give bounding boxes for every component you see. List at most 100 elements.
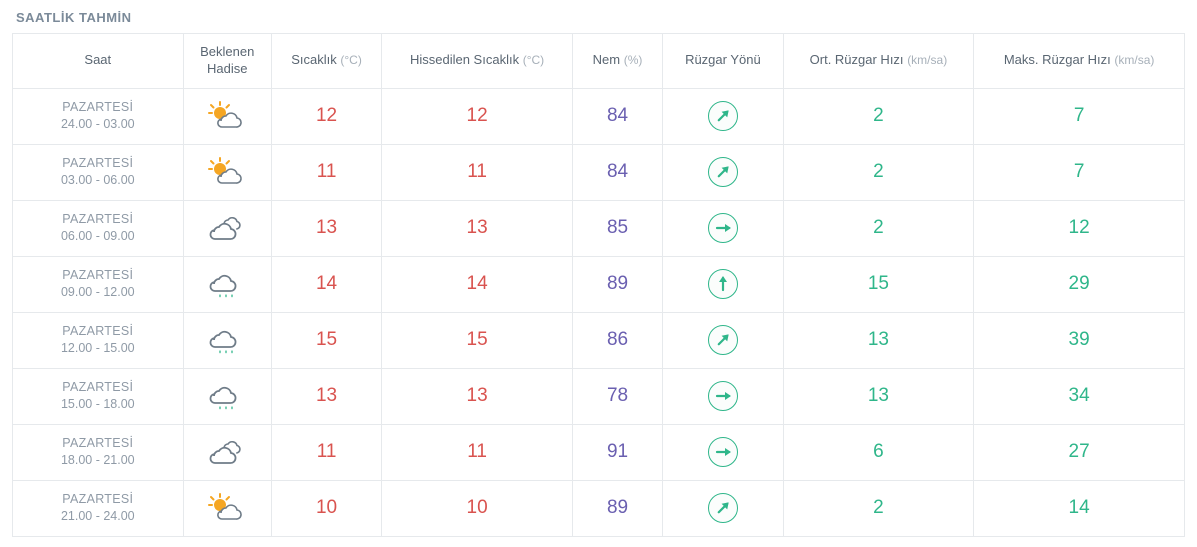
humidity-cell: 78 [572, 368, 662, 424]
table-header-row: Saat Beklenen Hadise Sıcaklık (°C) Hisse… [13, 34, 1185, 89]
wind-direction-icon [708, 325, 738, 355]
col-humidity: Nem (%) [572, 34, 662, 89]
col-windavg: Ort. Rüzgar Hızı (km/sa) [783, 34, 974, 89]
col-feels: Hissedilen Sıcaklık (°C) [382, 34, 573, 89]
partly-sunny-icon [184, 156, 271, 188]
wind-avg-cell: 6 [783, 424, 974, 480]
wind-direction-cell [663, 200, 783, 256]
time-range: 24.00 - 03.00 [13, 116, 183, 133]
time-cell: PAZARTESİ03.00 - 06.00 [13, 144, 184, 200]
hourly-forecast-table: Saat Beklenen Hadise Sıcaklık (°C) Hisse… [12, 33, 1185, 537]
wind-max-cell: 7 [974, 88, 1185, 144]
humidity-cell: 84 [572, 144, 662, 200]
time-cell: PAZARTESİ15.00 - 18.00 [13, 368, 184, 424]
table-row: PAZARTESİ12.00 - 15.001515861339 [13, 312, 1185, 368]
wind-direction-cell [663, 424, 783, 480]
wind-direction-icon [708, 157, 738, 187]
rain-icon [184, 380, 271, 412]
wind-direction-cell [663, 312, 783, 368]
feels-cell: 10 [382, 480, 573, 536]
wind-direction-cell [663, 88, 783, 144]
condition-cell [183, 312, 271, 368]
table-row: PAZARTESİ15.00 - 18.001313781334 [13, 368, 1185, 424]
humidity-cell: 85 [572, 200, 662, 256]
condition-cell [183, 256, 271, 312]
col-temp: Sıcaklık (°C) [271, 34, 381, 89]
temp-cell: 14 [271, 256, 381, 312]
time-cell: PAZARTESİ24.00 - 03.00 [13, 88, 184, 144]
day-label: PAZARTESİ [13, 155, 183, 172]
humidity-cell: 84 [572, 88, 662, 144]
day-label: PAZARTESİ [13, 211, 183, 228]
wind-avg-cell: 2 [783, 88, 974, 144]
day-label: PAZARTESİ [13, 379, 183, 396]
wind-direction-cell [663, 480, 783, 536]
feels-cell: 12 [382, 88, 573, 144]
feels-cell: 13 [382, 200, 573, 256]
table-row: PAZARTESİ18.00 - 21.00111191627 [13, 424, 1185, 480]
wind-max-cell: 27 [974, 424, 1185, 480]
section-title: SAATLİK TAHMİN [12, 10, 1185, 25]
wind-max-cell: 7 [974, 144, 1185, 200]
wind-direction-icon [708, 213, 738, 243]
wind-avg-cell: 2 [783, 480, 974, 536]
wind-max-cell: 29 [974, 256, 1185, 312]
wind-avg-cell: 2 [783, 200, 974, 256]
wind-max-cell: 39 [974, 312, 1185, 368]
time-cell: PAZARTESİ06.00 - 09.00 [13, 200, 184, 256]
wind-direction-icon [708, 269, 738, 299]
condition-cell [183, 368, 271, 424]
wind-direction-icon [708, 493, 738, 523]
time-cell: PAZARTESİ18.00 - 21.00 [13, 424, 184, 480]
wind-max-cell: 34 [974, 368, 1185, 424]
humidity-cell: 89 [572, 480, 662, 536]
feels-cell: 13 [382, 368, 573, 424]
wind-direction-cell [663, 256, 783, 312]
day-label: PAZARTESİ [13, 99, 183, 116]
table-row: PAZARTESİ21.00 - 24.00101089214 [13, 480, 1185, 536]
table-row: PAZARTESİ09.00 - 12.001414891529 [13, 256, 1185, 312]
condition-cell [183, 480, 271, 536]
condition-cell [183, 88, 271, 144]
time-range: 12.00 - 15.00 [13, 340, 183, 357]
temp-cell: 10 [271, 480, 381, 536]
partly-sunny-icon [184, 492, 271, 524]
cloudy-icon [184, 212, 271, 244]
wind-direction-icon [708, 101, 738, 131]
cloudy-icon [184, 436, 271, 468]
col-winddir: Rüzgar Yönü [663, 34, 783, 89]
col-condition: Beklenen Hadise [183, 34, 271, 89]
time-range: 09.00 - 12.00 [13, 284, 183, 301]
temp-cell: 11 [271, 424, 381, 480]
partly-sunny-icon [184, 100, 271, 132]
time-range: 21.00 - 24.00 [13, 508, 183, 525]
humidity-cell: 91 [572, 424, 662, 480]
temp-cell: 13 [271, 368, 381, 424]
time-cell: PAZARTESİ09.00 - 12.00 [13, 256, 184, 312]
day-label: PAZARTESİ [13, 435, 183, 452]
time-cell: PAZARTESİ12.00 - 15.00 [13, 312, 184, 368]
time-range: 15.00 - 18.00 [13, 396, 183, 413]
temp-cell: 12 [271, 88, 381, 144]
condition-cell [183, 200, 271, 256]
rain-icon [184, 268, 271, 300]
time-range: 06.00 - 09.00 [13, 228, 183, 245]
time-cell: PAZARTESİ21.00 - 24.00 [13, 480, 184, 536]
col-windmax: Maks. Rüzgar Hızı (km/sa) [974, 34, 1185, 89]
temp-cell: 13 [271, 200, 381, 256]
wind-direction-cell [663, 368, 783, 424]
feels-cell: 11 [382, 424, 573, 480]
temp-cell: 11 [271, 144, 381, 200]
feels-cell: 15 [382, 312, 573, 368]
day-label: PAZARTESİ [13, 491, 183, 508]
temp-cell: 15 [271, 312, 381, 368]
wind-direction-icon [708, 437, 738, 467]
wind-avg-cell: 13 [783, 312, 974, 368]
time-range: 18.00 - 21.00 [13, 452, 183, 469]
humidity-cell: 86 [572, 312, 662, 368]
condition-cell [183, 144, 271, 200]
table-row: PAZARTESİ06.00 - 09.00131385212 [13, 200, 1185, 256]
humidity-cell: 89 [572, 256, 662, 312]
feels-cell: 11 [382, 144, 573, 200]
day-label: PAZARTESİ [13, 267, 183, 284]
